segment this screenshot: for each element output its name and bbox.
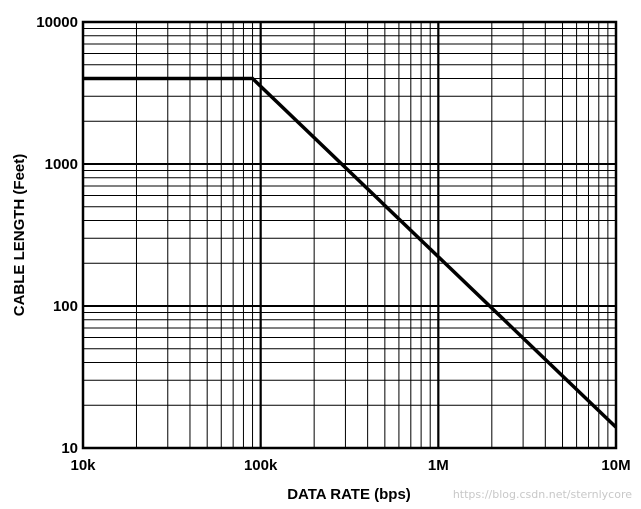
series-line bbox=[83, 76, 618, 429]
x-tick-label: 10k bbox=[70, 457, 96, 474]
y-axis-title: CABLE LENGTH (Feet) bbox=[11, 154, 28, 317]
x-tick-label: 1M bbox=[428, 457, 449, 474]
x-tick-label: 100k bbox=[244, 457, 278, 474]
y-tick-label: 10 bbox=[61, 440, 78, 457]
x-tick-labels: 10k 100k 1M 10M bbox=[70, 457, 630, 474]
series-layer bbox=[83, 76, 618, 429]
x-tick-label: 10M bbox=[601, 457, 630, 474]
x-axis-title: DATA RATE (bps) bbox=[287, 486, 411, 503]
y-tick-label: 10000 bbox=[36, 14, 78, 31]
y-tick-labels: 10 100 1000 10000 bbox=[36, 14, 78, 457]
grid bbox=[82, 21, 617, 449]
y-tick-label: 100 bbox=[53, 298, 78, 315]
watermark-text: https://blog.csdn.net/sternlycore bbox=[453, 488, 632, 501]
plot-frame bbox=[81, 20, 618, 450]
y-tick-label: 1000 bbox=[45, 156, 78, 173]
